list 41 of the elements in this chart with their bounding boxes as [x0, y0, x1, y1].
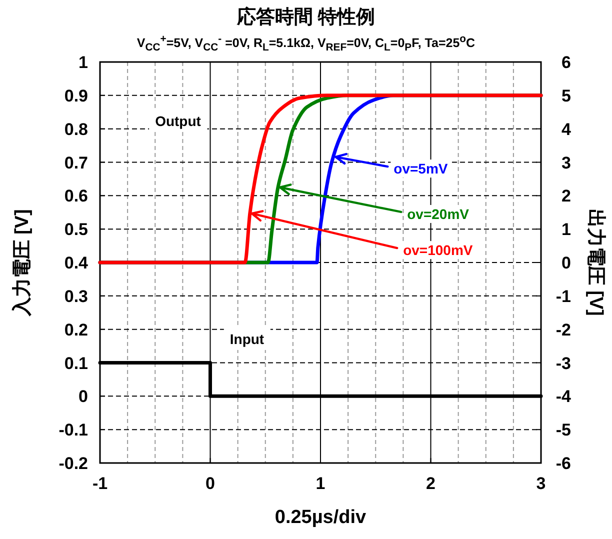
- annotation: ov=100mV: [403, 242, 474, 258]
- y-tick-label: 0.2: [64, 320, 88, 340]
- y-tick-label: 0.7: [64, 153, 88, 172]
- y2-tick-label: -2: [556, 320, 571, 340]
- y-tick-label: 0.3: [64, 286, 88, 306]
- y2-tick-label: 5: [562, 86, 571, 106]
- y-tick-label: -0.1: [58, 420, 88, 440]
- x-tick-label: 2: [426, 474, 436, 493]
- annotation: ov=5mV: [394, 160, 448, 177]
- y2-tick-label: -4: [556, 387, 572, 406]
- y-axis-title: 入力電圧 [V]: [11, 209, 33, 317]
- chart-title: 応答時間 特性例: [236, 6, 376, 30]
- x-axis-title: 0.25µs/div: [274, 507, 367, 528]
- y2-tick-label: 6: [562, 53, 571, 72]
- y2-tick-label: 1: [562, 220, 571, 240]
- y-tick-label: 0: [78, 387, 88, 406]
- x-tick-label: -1: [92, 474, 108, 493]
- y-tick-label: 0.1: [64, 354, 88, 373]
- y-tick-label: 0.8: [64, 120, 88, 139]
- y2-tick-label: -1: [556, 286, 571, 306]
- y-tick-label: 0.5: [64, 220, 88, 240]
- x-tick-label: 0: [206, 474, 215, 493]
- y-tick-label: 0.9: [64, 86, 88, 106]
- y-tick-label: 1: [78, 53, 88, 72]
- y-tick-label: 0.6: [64, 186, 88, 206]
- text: V$_{CC}$$^{+}$=5V, V$_{CC}$$^{-}$ =0V, R$_{L}$=5.1kΩ, V$_{REF}$=0V, C$_{L}$=0$_{P}$F, Ta=25$^{o}$C: [136, 34, 476, 54]
- y2-tick-label: -5: [556, 420, 571, 440]
- y-tick-label: -0.2: [58, 454, 88, 473]
- y-tick-label: 0.4: [64, 254, 89, 272]
- y2-tick-label: -3: [556, 354, 571, 373]
- x-tick-label: 1: [316, 474, 326, 493]
- annotation: ov=20mV: [407, 206, 470, 222]
- y2-tick-label: 0: [562, 254, 571, 272]
- annotation: Output: [155, 113, 202, 129]
- y2-tick-label: 2: [562, 186, 571, 206]
- y2-axis-title: 出力電圧 [V]: [585, 209, 607, 316]
- annotation: Input: [230, 331, 264, 347]
- y2-tick-label: 3: [562, 153, 571, 172]
- y2-tick-label: -6: [556, 454, 571, 473]
- x-tick-label: 3: [536, 474, 546, 493]
- y2-tick-label: 4: [562, 120, 572, 139]
